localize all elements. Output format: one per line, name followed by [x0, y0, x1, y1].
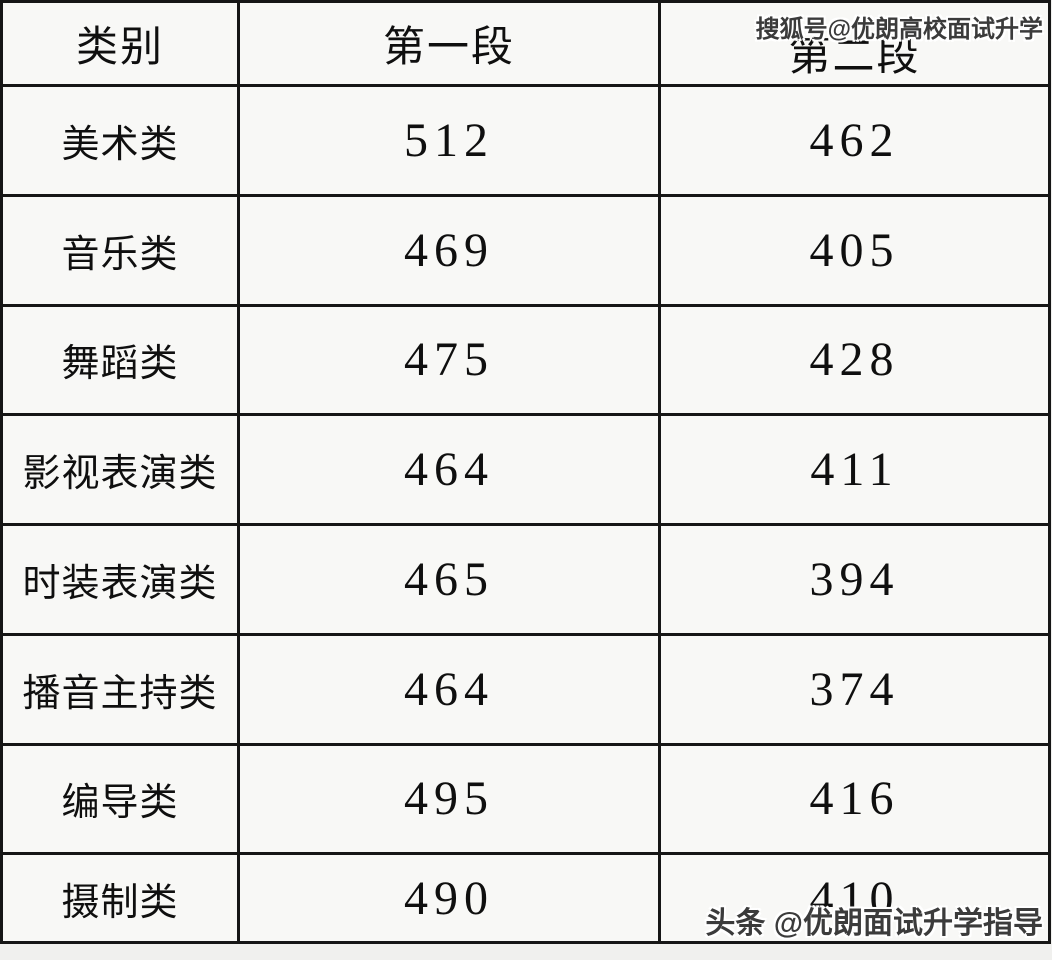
category-cell: 编导类: [0, 742, 240, 856]
segment1-cell: 464: [237, 632, 661, 746]
column-header-category: 类别: [0, 0, 240, 87]
table-row: 摄制类 490 410: [0, 852, 1051, 944]
table-body: 美术类 512 462 音乐类 469 405 舞蹈类 475 428 影视表演…: [0, 84, 1051, 944]
column-header-segment-2: 第二段: [658, 0, 1051, 87]
category-cell: 时装表演类: [0, 523, 240, 636]
watermark-toutiao: 头条 @优朗面试升学指导: [705, 907, 1043, 940]
header-row: 类别 第一段 第二段: [0, 0, 1051, 87]
segment2-cell: 416: [658, 742, 1051, 856]
table-row: 编导类 495 416: [0, 742, 1051, 856]
category-cell: 播音主持类: [0, 632, 240, 746]
table-row: 影视表演类 464 411: [0, 413, 1051, 527]
segment2-cell: 428: [658, 303, 1051, 417]
table-header: 类别 第一段 第二段: [0, 0, 1051, 87]
segment1-cell: 490: [237, 852, 661, 944]
segment1-cell: 512: [237, 84, 661, 197]
segment2-cell: 410: [658, 852, 1051, 944]
segment2-cell: 405: [658, 193, 1051, 307]
table-row: 播音主持类 464 374: [0, 632, 1051, 746]
segment1-cell: 465: [237, 523, 661, 636]
category-cell: 影视表演类: [0, 413, 240, 527]
table-row: 音乐类 469 405: [0, 193, 1051, 307]
column-header-segment-1: 第一段: [237, 0, 661, 87]
category-cell: 摄制类: [0, 852, 240, 944]
segment1-cell: 464: [237, 413, 661, 527]
segment2-cell: 374: [658, 632, 1051, 746]
table-row: 时装表演类 465 394: [0, 523, 1051, 636]
category-cell: 美术类: [0, 84, 240, 197]
category-cell: 舞蹈类: [0, 303, 240, 417]
segment2-cell: 462: [658, 84, 1051, 197]
segment1-cell: 475: [237, 303, 661, 417]
table-row: 美术类 512 462: [0, 84, 1051, 197]
segment1-cell: 469: [237, 193, 661, 307]
watermark-sohu: 搜狐号@优朗高校面试升学: [755, 16, 1043, 43]
segment1-cell: 495: [237, 742, 661, 856]
segment2-cell: 411: [658, 413, 1051, 527]
category-cell: 音乐类: [0, 193, 240, 307]
segment2-cell: 394: [658, 523, 1051, 636]
table-row: 舞蹈类 475 428: [0, 303, 1051, 417]
